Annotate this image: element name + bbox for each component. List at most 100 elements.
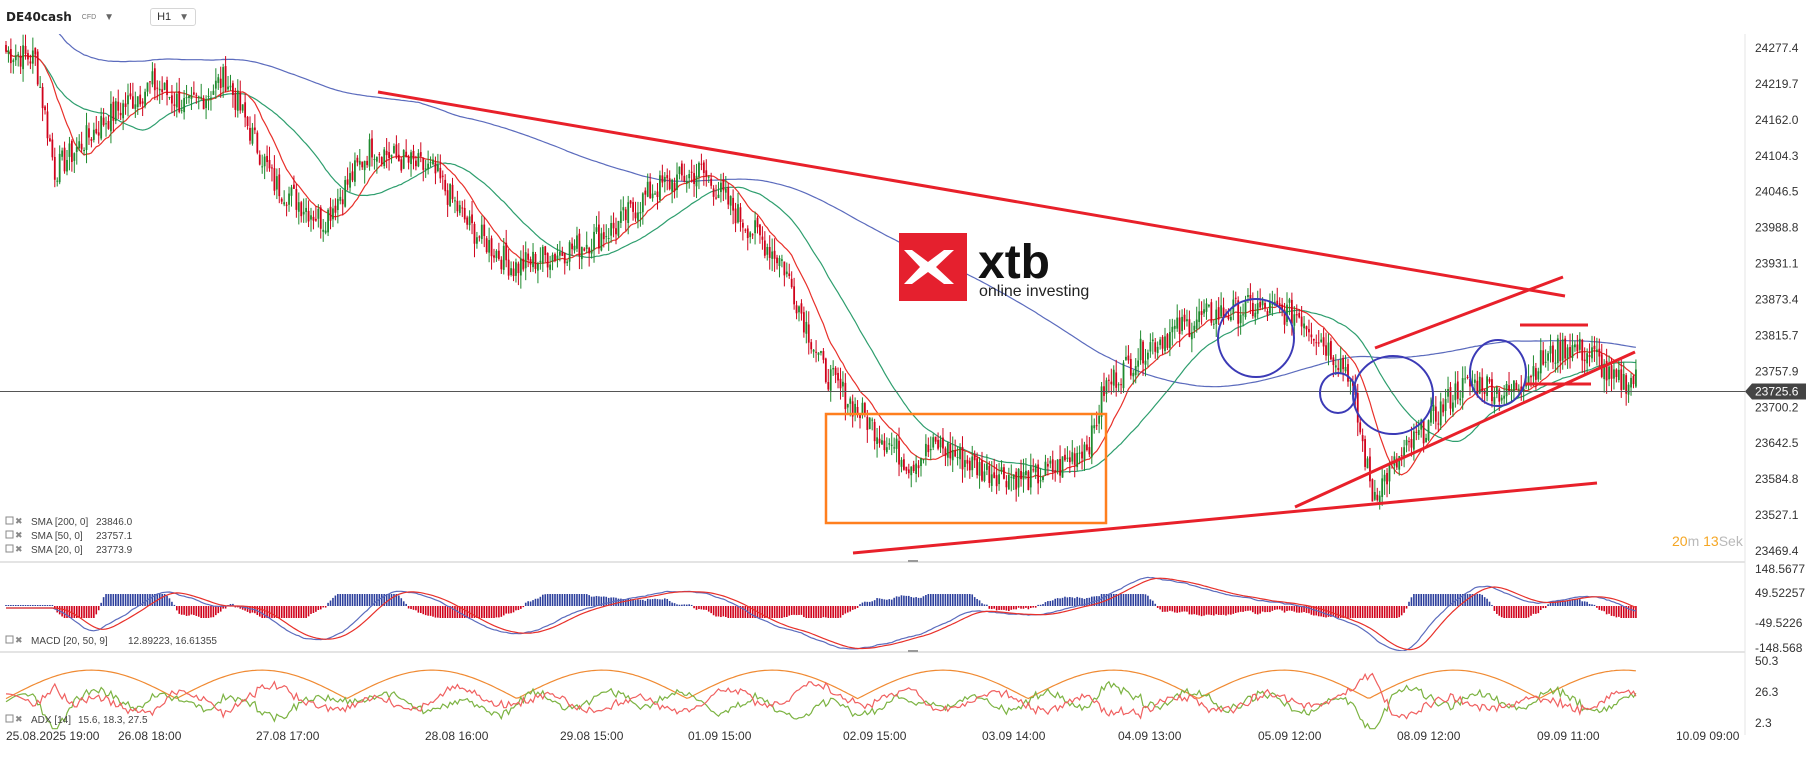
macd-histogram-bar xyxy=(900,595,903,606)
macd-histogram-bar xyxy=(1622,606,1625,618)
macd-histogram-bar xyxy=(1369,606,1371,618)
candle-bull xyxy=(1173,325,1176,329)
macd-histogram-bar xyxy=(12,605,15,606)
candle-bull xyxy=(1017,468,1020,488)
candle-bull xyxy=(651,193,654,199)
adx-tick-label: 2.3 xyxy=(1755,716,1772,730)
close-icon[interactable]: ✖ xyxy=(15,635,23,645)
candle-bull xyxy=(1327,342,1330,356)
macd-histogram-bar xyxy=(390,594,393,606)
candle-bull xyxy=(676,174,678,190)
candle-bull xyxy=(1205,303,1208,312)
macd-histogram-bar xyxy=(703,606,705,610)
price-tick-label: 23757.9 xyxy=(1755,364,1799,378)
macd-histogram-bar xyxy=(1181,606,1183,612)
macd-histogram-bar xyxy=(1432,594,1435,606)
candle-bull xyxy=(1137,360,1140,367)
candle-bear xyxy=(666,175,669,179)
candle-bull xyxy=(1244,299,1247,318)
macd-histogram-bar xyxy=(1193,606,1196,615)
macd-histogram-bar xyxy=(493,606,495,618)
candle-bull xyxy=(685,180,688,184)
macd-histogram-bar xyxy=(219,606,222,612)
candle-bear xyxy=(1005,481,1008,488)
indicator-settings-icon[interactable] xyxy=(5,516,14,525)
macd-histogram-bar xyxy=(1120,594,1122,606)
candle-bull xyxy=(1039,480,1042,482)
symbol-name[interactable]: DE40cash xyxy=(6,10,72,24)
candle-bear xyxy=(598,224,600,249)
candle-bear xyxy=(380,157,383,164)
candle-bull xyxy=(207,95,210,98)
candle-bull xyxy=(288,193,290,205)
candle-bull xyxy=(900,459,903,467)
candle-bull xyxy=(1339,359,1342,373)
macd-histogram-bar xyxy=(1081,598,1083,606)
close-icon[interactable]: ✖ xyxy=(15,530,23,540)
candle-bull xyxy=(427,163,430,170)
xtb-logo: xtb online investing xyxy=(899,233,1089,301)
candle-bull xyxy=(556,255,559,260)
candle-bear xyxy=(1356,393,1359,423)
candle-bull xyxy=(495,250,498,259)
candle-bear xyxy=(898,440,900,465)
macd-histogram-bar xyxy=(83,606,85,618)
time-tick-label: 01.09 15:00 xyxy=(688,729,752,743)
candle-bear xyxy=(856,406,859,414)
candle-bull xyxy=(688,174,691,179)
candle-bull xyxy=(920,458,922,467)
macd-histogram-bar xyxy=(661,599,664,606)
candle-bear xyxy=(36,51,39,85)
macd-histogram-bar xyxy=(459,606,461,618)
close-icon[interactable]: ✖ xyxy=(15,714,23,724)
candle-bear xyxy=(759,224,761,236)
macd-histogram-bar xyxy=(866,601,869,606)
candle-bear xyxy=(734,208,737,224)
indicator-settings-icon[interactable] xyxy=(5,530,14,539)
close-icon[interactable]: ✖ xyxy=(15,516,23,526)
macd-histogram-bar xyxy=(1220,606,1222,615)
macd-histogram-bar xyxy=(298,606,300,618)
candle-bear xyxy=(995,475,998,487)
macd-histogram-bar xyxy=(193,606,195,616)
candle-bear xyxy=(461,207,464,209)
close-icon[interactable]: ✖ xyxy=(15,544,23,554)
candle-bear xyxy=(446,190,449,205)
candle-bull xyxy=(1452,402,1454,412)
macd-histogram-bar xyxy=(207,606,210,618)
macd-histogram-bar xyxy=(1366,606,1369,618)
candle-bull xyxy=(358,160,361,165)
candle-bull xyxy=(432,159,434,165)
macd-histogram-bar xyxy=(1144,594,1147,606)
candle-bull xyxy=(1125,356,1127,360)
candle-bull xyxy=(1473,379,1476,383)
indicator-settings-icon[interactable] xyxy=(5,544,14,553)
macd-histogram-bar xyxy=(1466,594,1469,606)
candle-bull xyxy=(1010,476,1013,478)
candle-bull xyxy=(275,176,278,190)
candle-bull xyxy=(373,159,376,161)
macd-histogram-bar xyxy=(1476,594,1479,606)
macd-histogram-bar xyxy=(449,606,451,618)
sma200 xyxy=(58,34,1636,388)
adx-axis: 50.3 26.3 2.3 xyxy=(1755,654,1779,730)
macd-histogram-bar xyxy=(1574,598,1576,606)
macd-signal-line xyxy=(6,577,1637,651)
candle-bull xyxy=(1286,304,1288,322)
timeframe-selector[interactable]: H1 ▼ xyxy=(150,8,197,26)
macd-histogram-bar xyxy=(1003,606,1005,610)
candle-bull xyxy=(390,154,393,157)
candle-bear xyxy=(19,55,22,67)
macd-histogram-bar xyxy=(141,594,144,606)
candle-bull xyxy=(1066,457,1069,459)
candle-bull xyxy=(1029,466,1032,488)
macd-histogram-bar xyxy=(937,594,939,606)
chevron-down-icon[interactable]: ▼ xyxy=(104,11,115,23)
candle-bull xyxy=(1617,369,1620,380)
candle-bear xyxy=(412,151,415,160)
candle-bear xyxy=(741,222,744,228)
indicator-settings-icon[interactable] xyxy=(5,714,14,723)
candle-bull xyxy=(1049,460,1052,464)
indicator-settings-icon[interactable] xyxy=(5,635,14,644)
